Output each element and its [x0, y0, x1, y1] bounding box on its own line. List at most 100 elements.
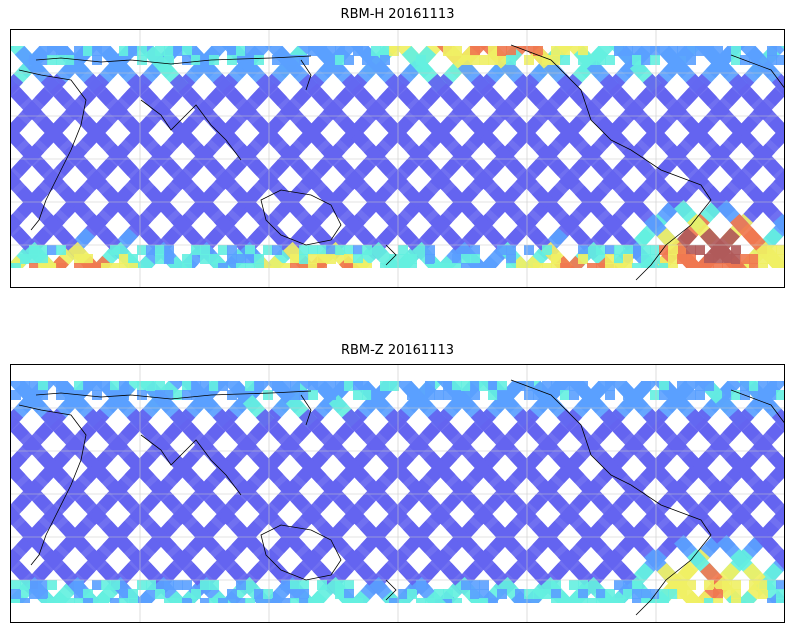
swath-cell: [776, 598, 784, 603]
swath-cell: [200, 381, 210, 391]
swath-cell: [335, 55, 345, 65]
gridlines: [11, 30, 784, 287]
swath-cell: [515, 598, 525, 603]
swath-cell: [281, 55, 291, 65]
swath-cell: [56, 263, 66, 268]
swath-cell: [380, 55, 390, 65]
swath-cell: [119, 254, 129, 264]
swath-segment: [771, 408, 784, 431]
swath-cell: [20, 580, 30, 590]
swath-cell: [236, 598, 246, 603]
swath-segment: [361, 279, 374, 288]
swath-cell: [218, 245, 228, 255]
swath-cell: [515, 381, 525, 391]
swath-cell: [299, 254, 309, 264]
swath-cell: [65, 390, 75, 400]
swath-cell: [326, 381, 336, 391]
swath-cell: [677, 381, 687, 391]
swath-cell: [335, 46, 345, 56]
swath-cell: [668, 55, 678, 65]
swath-segment: [232, 279, 245, 288]
swath-cell: [110, 390, 120, 400]
swath-segment: [636, 614, 649, 623]
swath-cell: [713, 263, 723, 268]
swath-cell: [677, 580, 687, 590]
swath-cell: [236, 580, 246, 590]
swath-cell: [632, 580, 642, 590]
swath-segment: [167, 255, 188, 268]
swath-cell: [92, 580, 102, 590]
swath-cell: [650, 46, 660, 56]
swath-cell: [182, 390, 192, 400]
swath-cell: [479, 598, 489, 603]
swath-cell: [632, 263, 642, 268]
swath-segment: [292, 614, 305, 623]
coastline: [730, 389, 784, 424]
swath-cell: [290, 254, 300, 264]
coastline: [140, 99, 242, 161]
swath-segment: [60, 279, 73, 288]
swath-cell: [578, 254, 588, 264]
swath-cell: [281, 598, 291, 603]
swath-cell: [56, 46, 66, 56]
swath-cell: [569, 381, 579, 391]
swath-cell: [686, 46, 696, 56]
swath-cell: [155, 381, 165, 391]
swath-cell: [119, 598, 129, 603]
swath-cell: [623, 390, 633, 400]
swath-cell: [560, 381, 570, 391]
swath-cell: [155, 46, 165, 56]
swath-cell: [560, 263, 570, 268]
swath-segment: [447, 614, 460, 623]
swath-segment: [554, 590, 575, 603]
swath-cell: [767, 580, 777, 590]
swath-cell: [452, 46, 462, 56]
swath-cell: [767, 381, 777, 391]
swath-cell: [263, 245, 273, 255]
swath-cell: [308, 254, 318, 264]
swath-cell: [569, 580, 579, 590]
swath-cell: [164, 390, 174, 400]
swath-cell: [353, 263, 363, 268]
swath-cell: [128, 598, 138, 603]
swath-cell: [731, 55, 741, 65]
swath-segment: [490, 279, 503, 288]
swath-cell: [533, 589, 543, 599]
swath-segment: [249, 279, 262, 288]
swath-cell: [92, 381, 102, 391]
swath-cell: [596, 245, 606, 255]
swath-cell: [29, 381, 39, 391]
swath-cell: [209, 598, 219, 603]
swath-cell: [272, 598, 282, 603]
swath-cell: [452, 254, 462, 264]
swath-cell: [290, 390, 300, 400]
swath-cell: [443, 263, 453, 268]
swath-segment: [464, 614, 477, 623]
swath-cell: [506, 254, 516, 264]
swath-cell: [182, 46, 192, 56]
swath-cell: [245, 245, 255, 255]
swath-cell: [587, 55, 597, 65]
swath-cell: [470, 390, 480, 400]
swath-cell: [371, 46, 381, 56]
swath-cell: [704, 254, 714, 264]
swath-cell: [677, 254, 687, 264]
swath-cell: [650, 245, 660, 255]
swath-cell: [623, 245, 633, 255]
swath-cell: [335, 381, 345, 391]
coastline: [35, 55, 312, 65]
swath-cell: [758, 381, 768, 391]
coastline: [300, 394, 312, 426]
swath-cell: [92, 55, 102, 65]
swath-cell: [65, 598, 75, 603]
swath-cell: [650, 390, 660, 400]
swath-segment: [146, 614, 159, 623]
swath-cell: [443, 46, 453, 56]
swath-cell: [587, 390, 597, 400]
swath-cell: [641, 589, 651, 599]
swath-cell: [191, 589, 201, 599]
swath-cell: [740, 381, 750, 391]
coastlines: [18, 379, 784, 616]
swath-cell: [38, 245, 48, 255]
swath-cell: [29, 245, 39, 255]
